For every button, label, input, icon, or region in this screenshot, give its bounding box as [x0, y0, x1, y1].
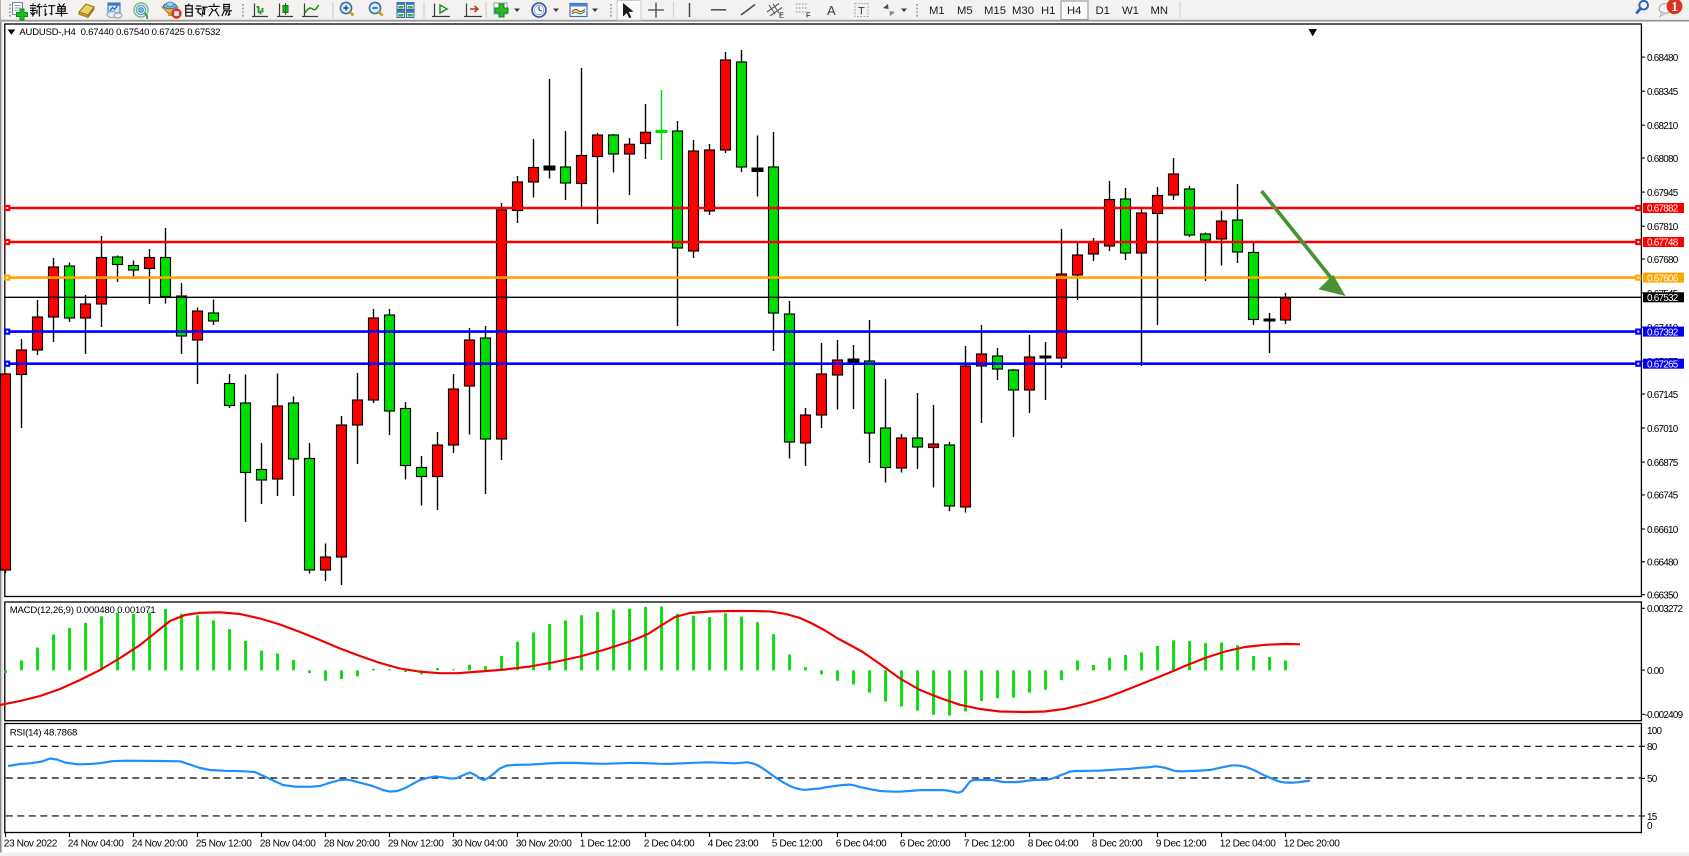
- svg-text:0.67606: 0.67606: [1647, 273, 1679, 284]
- svg-text:0.67882: 0.67882: [1647, 204, 1678, 215]
- svg-text:0.66745: 0.66745: [1647, 491, 1679, 502]
- svg-text:0.00: 0.00: [1647, 666, 1664, 677]
- svg-text:28 Nov 04:00: 28 Nov 04:00: [260, 838, 317, 849]
- svg-text:0.67265: 0.67265: [1647, 359, 1679, 370]
- svg-text:RSI(14) 48.7868: RSI(14) 48.7868: [10, 728, 77, 739]
- svg-text:A: A: [827, 3, 836, 18]
- svg-text:50: 50: [1647, 774, 1658, 785]
- svg-text:0.66480: 0.66480: [1647, 558, 1679, 569]
- svg-text:8 Dec 20:00: 8 Dec 20:00: [1092, 838, 1143, 849]
- svg-text:H1: H1: [1041, 5, 1055, 17]
- svg-text:5 Dec 12:00: 5 Dec 12:00: [772, 838, 823, 849]
- svg-text:23 Nov 2022: 23 Nov 2022: [4, 838, 58, 849]
- svg-text:6 Dec 04:00: 6 Dec 04:00: [836, 838, 887, 849]
- svg-text:0.68210: 0.68210: [1647, 121, 1679, 132]
- svg-text:F: F: [806, 11, 811, 20]
- svg-text:MACD(12,26,9) 0.000480 0.00107: MACD(12,26,9) 0.000480 0.001071: [10, 605, 156, 616]
- svg-text:1 Dec 12:00: 1 Dec 12:00: [580, 838, 631, 849]
- svg-text:0.68345: 0.68345: [1647, 87, 1679, 98]
- svg-text:4 Dec 23:00: 4 Dec 23:00: [708, 838, 759, 849]
- svg-text:M15: M15: [984, 5, 1006, 17]
- svg-text:24 Nov 20:00: 24 Nov 20:00: [132, 838, 189, 849]
- svg-text:M5: M5: [957, 5, 973, 17]
- svg-text:2 Dec 04:00: 2 Dec 04:00: [644, 838, 695, 849]
- svg-text:0.67392: 0.67392: [1647, 327, 1678, 338]
- svg-text:0: 0: [1647, 821, 1653, 832]
- svg-text:H4: H4: [1067, 5, 1081, 17]
- svg-text:D1: D1: [1096, 5, 1110, 17]
- svg-text:0.67532: 0.67532: [1647, 293, 1678, 304]
- svg-text:0.66875: 0.66875: [1647, 458, 1679, 469]
- svg-text:0.67810: 0.67810: [1647, 222, 1679, 233]
- svg-text:0.68080: 0.68080: [1647, 154, 1679, 165]
- svg-text:0.67680: 0.67680: [1647, 255, 1679, 266]
- svg-text:7 Dec 12:00: 7 Dec 12:00: [964, 838, 1015, 849]
- svg-text:MN: MN: [1151, 5, 1169, 17]
- svg-text:E: E: [779, 11, 784, 20]
- svg-text:0.003272: 0.003272: [1647, 604, 1682, 615]
- svg-text:24 Nov 04:00: 24 Nov 04:00: [68, 838, 125, 849]
- svg-text:80: 80: [1647, 742, 1658, 753]
- svg-text:0.68480: 0.68480: [1647, 53, 1679, 64]
- svg-text:6 Dec 20:00: 6 Dec 20:00: [900, 838, 951, 849]
- svg-text:0.67010: 0.67010: [1647, 424, 1679, 435]
- svg-text:W1: W1: [1122, 5, 1139, 17]
- svg-text:-0.002409: -0.002409: [1645, 710, 1684, 721]
- svg-text:25 Nov 12:00: 25 Nov 12:00: [196, 838, 253, 849]
- svg-text:M1: M1: [929, 5, 945, 17]
- svg-text:12 Dec 20:00: 12 Dec 20:00: [1284, 838, 1341, 849]
- svg-text:0.66350: 0.66350: [1647, 590, 1679, 601]
- svg-text:8 Dec 04:00: 8 Dec 04:00: [1028, 838, 1079, 849]
- svg-text:1: 1: [1671, 0, 1678, 14]
- svg-text:9 Dec 12:00: 9 Dec 12:00: [1156, 838, 1207, 849]
- svg-text:0.67945: 0.67945: [1647, 188, 1679, 199]
- svg-text:12 Dec 04:00: 12 Dec 04:00: [1220, 838, 1277, 849]
- svg-text:0.66610: 0.66610: [1647, 525, 1679, 536]
- svg-text:30 Nov 04:00: 30 Nov 04:00: [452, 838, 509, 849]
- svg-text:M30: M30: [1012, 5, 1034, 17]
- svg-text:30 Nov 20:00: 30 Nov 20:00: [516, 838, 573, 849]
- svg-text:0.67145: 0.67145: [1647, 390, 1679, 401]
- svg-text:AUDUSD-,H4 0.67440 0.67540 0.: AUDUSD-,H4 0.67440 0.67540 0.67425 0.675…: [19, 27, 220, 38]
- svg-text:29 Nov 12:00: 29 Nov 12:00: [388, 838, 445, 849]
- svg-text:0.67748: 0.67748: [1647, 238, 1679, 249]
- svg-text:100: 100: [1647, 726, 1662, 737]
- svg-text:28 Nov 20:00: 28 Nov 20:00: [324, 838, 381, 849]
- svg-text:15: 15: [1647, 812, 1658, 823]
- svg-text:T: T: [858, 6, 865, 18]
